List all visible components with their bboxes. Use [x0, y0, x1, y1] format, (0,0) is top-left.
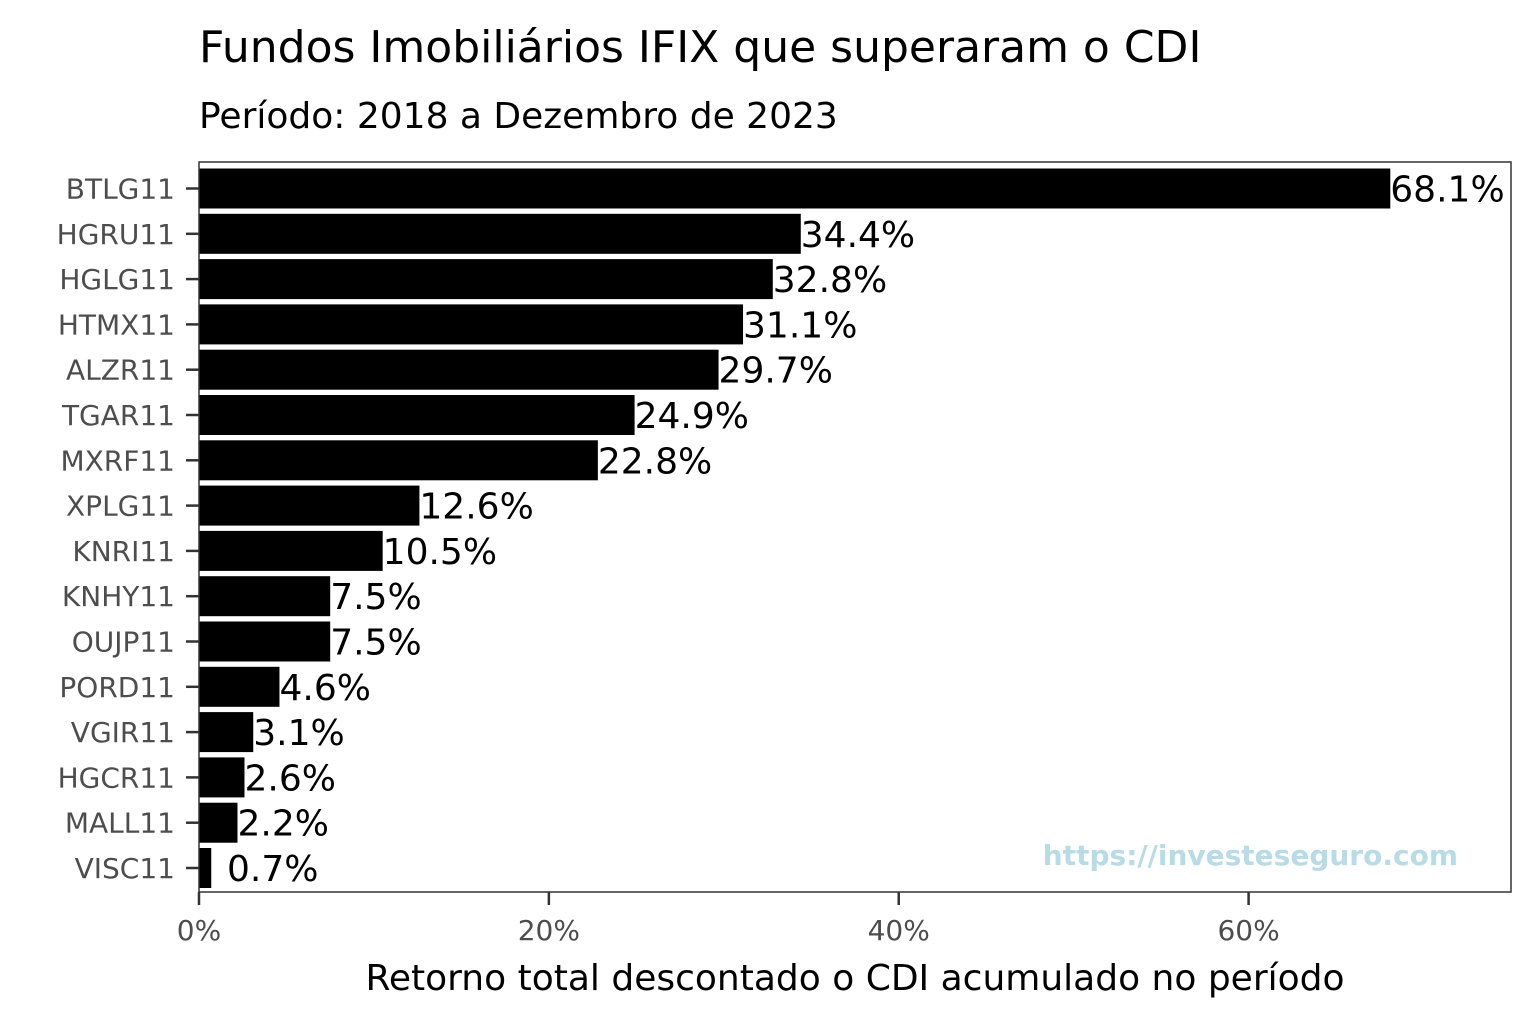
bar-knri11	[199, 530, 383, 571]
data-label-oujp11: 7.5%	[330, 623, 421, 664]
x-ticks-group: 0% 20% 40% 60%	[177, 892, 1280, 947]
category-label-alzr11: ALZR11	[66, 354, 175, 387]
bar-xplg11	[199, 485, 420, 526]
x-tick-label-40: 40%	[868, 914, 930, 947]
plot-panel-border	[198, 161, 1512, 893]
bar-oujp11	[199, 621, 331, 662]
bar-knhy11	[199, 576, 331, 617]
bar-tgar11	[199, 395, 635, 435]
y-ticks-group	[186, 187, 199, 870]
bar-visc11	[199, 848, 212, 888]
data-label-hgru11: 34.4%	[801, 215, 915, 256]
bar-pord11	[199, 666, 280, 707]
data-label-hgcr11: 2.6%	[244, 758, 335, 799]
category-label-vgir11: VGIR11	[71, 716, 175, 749]
data-label-knri11: 10.5%	[383, 532, 497, 573]
x-tick-label-20: 20%	[518, 914, 580, 947]
data-label-pord11: 4.6%	[279, 668, 370, 709]
bar-htmx11	[199, 304, 744, 345]
x-tick-label-60: 60%	[1217, 914, 1279, 947]
watermark-text: https://investeseguro.com	[1043, 839, 1458, 872]
data-label-alzr11: 29.7%	[719, 351, 833, 392]
data-label-mxrf11: 22.8%	[598, 441, 712, 482]
data-label-visc11: 0.7%	[227, 849, 318, 890]
chart-title: Fundos Imobiliários IFIX que superaram o…	[199, 22, 1201, 73]
data-label-vgir11: 3.1%	[253, 713, 344, 754]
data-label-hglg11: 32.8%	[773, 260, 887, 301]
category-label-hgcr11: HGCR11	[58, 761, 175, 794]
category-label-visc11: VISC11	[75, 852, 175, 885]
data-label-xplg11: 12.6%	[419, 487, 533, 528]
data-label-mall11: 2.2%	[237, 804, 328, 845]
category-label-oujp11: OUJP11	[72, 626, 175, 659]
bar-alzr11	[199, 349, 719, 390]
bars-group	[199, 168, 1391, 888]
category-label-mall11: MALL11	[65, 807, 175, 840]
bar-vgir11	[199, 712, 254, 753]
bar-btlg11	[199, 168, 1391, 209]
bar-mxrf11	[199, 440, 598, 481]
x-axis-label: Retorno total descontado o CDI acumulado…	[365, 958, 1344, 999]
bar-hgcr11	[199, 757, 245, 798]
category-label-hglg11: HGLG11	[59, 263, 175, 296]
category-label-tgar11: TGAR11	[61, 399, 175, 432]
category-label-mxrf11: MXRF11	[60, 444, 175, 477]
category-label-hgru11: HGRU11	[57, 218, 175, 251]
data-label-btlg11: 68.1%	[1390, 170, 1504, 211]
chart-subtitle: Período: 2018 a Dezembro de 2023	[199, 96, 838, 137]
data-label-tgar11: 24.9%	[635, 396, 749, 437]
category-label-htmx11: HTMX11	[58, 308, 175, 341]
x-tick-label-0: 0%	[177, 914, 221, 947]
category-label-pord11: PORD11	[59, 671, 175, 704]
data-label-knhy11: 7.5%	[330, 577, 421, 618]
bar-hglg11	[199, 259, 773, 300]
bar-hgru11	[199, 213, 801, 254]
data-label-htmx11: 31.1%	[743, 305, 857, 346]
data-labels-group: 68.1% 34.4%32.8%31.1% 29.7%24.9%22.8% 12.6%…	[227, 170, 1505, 891]
category-label-knhy11: KNHY11	[62, 580, 175, 613]
bar-mall11	[199, 802, 238, 843]
category-label-btlg11: BTLG11	[66, 173, 175, 206]
category-label-xplg11: XPLG11	[66, 490, 175, 523]
category-label-knri11: KNRI11	[72, 535, 175, 568]
category-labels-group: BTLG11 HGRU11 HGLG11 HTMX11 ALZR11 TGAR11 MXRF…	[57, 173, 175, 886]
